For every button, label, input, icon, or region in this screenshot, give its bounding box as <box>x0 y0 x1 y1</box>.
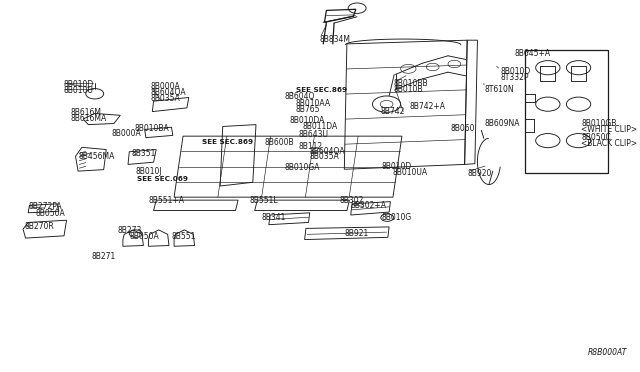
Text: SEE SEC.869: SEE SEC.869 <box>296 87 347 93</box>
Text: 8B010D: 8B010D <box>381 162 412 171</box>
Text: 8B010D: 8B010D <box>500 67 531 76</box>
Text: 8B604Q: 8B604Q <box>284 92 314 101</box>
Bar <box>571 66 586 81</box>
Text: <WHITE CLIP>: <WHITE CLIP> <box>581 125 637 134</box>
Text: 8B604QA: 8B604QA <box>310 147 346 156</box>
Text: 8B351: 8B351 <box>131 149 156 158</box>
Text: 8B302+A: 8B302+A <box>351 201 387 210</box>
Text: 8B060: 8B060 <box>451 124 475 133</box>
Text: 8B604QA: 8B604QA <box>150 88 186 97</box>
Text: 8B643U: 8B643U <box>299 130 329 139</box>
Text: 8B000A: 8B000A <box>150 82 180 91</box>
Bar <box>525 50 608 173</box>
Text: 8B302: 8B302 <box>339 196 364 205</box>
Text: 8B010U: 8B010U <box>64 86 94 95</box>
Text: 8B011DA: 8B011DA <box>302 122 337 131</box>
Text: SEE SEC.069: SEE SEC.069 <box>137 176 188 182</box>
Text: R8B000AT: R8B000AT <box>588 348 627 357</box>
Text: 8B551: 8B551 <box>172 232 196 241</box>
Text: 8B010B: 8B010B <box>394 85 423 94</box>
Text: 8B551+A: 8B551+A <box>148 196 184 205</box>
Text: 8B273: 8B273 <box>117 226 141 235</box>
Text: 8B600B: 8B600B <box>265 138 294 147</box>
Text: 8B050A: 8B050A <box>129 232 159 241</box>
Text: 8B010J: 8B010J <box>136 167 163 176</box>
Text: 8B551L: 8B551L <box>250 196 278 205</box>
Text: 8B010DA: 8B010DA <box>289 116 324 125</box>
Text: 8B272PA: 8B272PA <box>28 202 62 211</box>
Text: 8B010BA: 8B010BA <box>134 124 169 133</box>
Text: 8B050C: 8B050C <box>581 133 611 142</box>
Text: 8B000A: 8B000A <box>112 129 141 138</box>
Text: 8B765: 8B765 <box>296 105 320 114</box>
Text: 8B616M: 8B616M <box>70 108 101 117</box>
Text: SEE SEC.869: SEE SEC.869 <box>202 139 253 145</box>
Text: 8B341: 8B341 <box>261 213 285 222</box>
Text: 8T610N: 8T610N <box>484 85 514 94</box>
Text: 8B035A: 8B035A <box>150 94 180 103</box>
Text: 8T332P: 8T332P <box>500 73 529 82</box>
Text: 8B010AA: 8B010AA <box>296 99 331 108</box>
Text: 8B010BB: 8B010BB <box>394 79 428 88</box>
Text: 8B010GB: 8B010GB <box>581 119 616 128</box>
Text: 8B270R: 8B270R <box>24 222 54 231</box>
Text: 8B742+A: 8B742+A <box>410 102 445 111</box>
Text: <BLACK CLIP>: <BLACK CLIP> <box>581 139 637 148</box>
Text: 8B920: 8B920 <box>467 169 492 178</box>
Text: 8B050A: 8B050A <box>36 209 65 218</box>
Text: 8B921: 8B921 <box>344 229 369 238</box>
Text: 8B010GA: 8B010GA <box>284 163 319 172</box>
Text: 8B271: 8B271 <box>92 252 116 261</box>
Text: 8B645+A: 8B645+A <box>515 49 550 58</box>
Text: 8B616MA: 8B616MA <box>70 114 107 123</box>
Text: 8B010UA: 8B010UA <box>393 168 428 177</box>
Text: 8B609NA: 8B609NA <box>484 119 520 128</box>
Text: 8B010G: 8B010G <box>381 213 412 222</box>
Text: 8B834M: 8B834M <box>319 35 350 44</box>
Text: 8B112: 8B112 <box>299 142 323 151</box>
Bar <box>540 66 555 81</box>
Text: 8B010D: 8B010D <box>64 80 94 89</box>
Text: 8B742: 8B742 <box>380 107 404 116</box>
Text: 8B456MA: 8B456MA <box>78 153 115 161</box>
Text: 8B035A: 8B035A <box>310 153 339 161</box>
